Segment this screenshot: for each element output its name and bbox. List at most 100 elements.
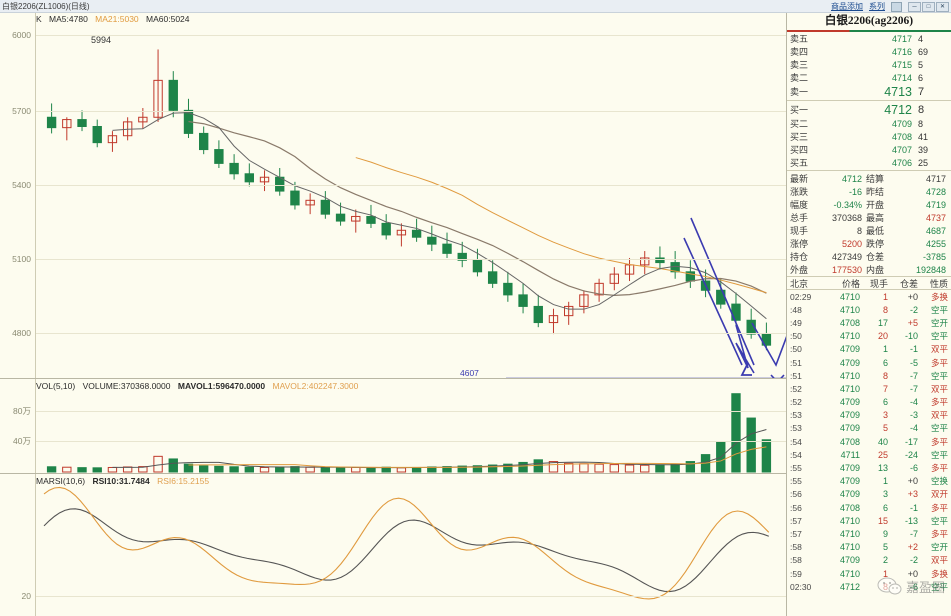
tick-oi-change: -4 <box>909 423 918 434</box>
tick-row[interactable]: :58 4709 2 -2 双平 <box>787 554 951 567</box>
price-tick: 6000 <box>12 30 31 40</box>
tick-row[interactable]: :55 4709 1 +0 空换 <box>787 475 951 488</box>
tick-row[interactable]: :59 4710 1 +0 多换 <box>787 567 951 580</box>
volume-bars <box>46 393 772 473</box>
tick-price: 4708 <box>839 502 860 513</box>
volume-tick: 80万 <box>13 406 31 416</box>
tick-qty: 3 <box>882 489 888 500</box>
tick-row[interactable]: :49 4708 17 +5 空开 <box>787 316 951 329</box>
tick-row[interactable]: :51 4709 6 -5 多平 <box>787 356 951 369</box>
tick-row[interactable]: :58 4710 5 +2 空开 <box>787 541 951 554</box>
ask-book[interactable]: 卖五 4717 4 卖四 4716 69 卖三 4715 5 卖二 4714 6 卖一 4713 7 <box>787 32 951 99</box>
bid-row[interactable]: 买四 4707 39 <box>787 143 951 156</box>
stat-label: 涨停 <box>790 239 809 249</box>
bid-book[interactable]: 买一 4712 8 买二 4709 8 买三 4708 41 买四 4707 39 买五 4706 25 <box>787 102 951 169</box>
tick-row[interactable]: :54 4711 25 -24 空平 <box>787 448 951 461</box>
tick-time: :55 <box>790 476 802 487</box>
tick-qty: 15 <box>877 515 888 526</box>
stat-row: 总手 370368 最高 4737 <box>787 211 951 224</box>
level-price: 4707 <box>891 144 912 155</box>
price-candles <box>46 49 786 378</box>
stat-row: 幅度 -0.34% 开盘 4719 <box>787 198 951 211</box>
tick-row[interactable]: 02:30 4712 8 -6 空平 <box>787 580 951 593</box>
tick-price: 4710 <box>839 383 860 394</box>
tick-kind: 双平 <box>930 383 948 394</box>
support-price-label: 4607 <box>460 368 479 378</box>
ask-row[interactable]: 卖二 4714 6 <box>787 71 951 84</box>
tick-oi-change: -6 <box>909 463 918 474</box>
tick-row[interactable]: 02:29 4710 1 +0 多换 <box>787 290 951 303</box>
tick-row[interactable]: :56 4709 3 +3 双开 <box>787 488 951 501</box>
tick-time: :59 <box>790 568 802 579</box>
tick-time: :49 <box>790 317 802 328</box>
ask-row[interactable]: 卖三 4715 5 <box>787 58 951 71</box>
titlebar-controls: 商品添加 系列 ─ □ ✕ <box>831 0 951 13</box>
legend-ma21: MA21:5030 <box>95 14 139 24</box>
stat-value: 427349 <box>831 251 862 262</box>
volume-pane[interactable]: VOL(5,10) VOLUME:370368.0000 MAVOL1:5964… <box>0 379 786 474</box>
link-series[interactable]: 系列 <box>869 2 885 11</box>
tick-row[interactable]: :53 4709 3 -3 双平 <box>787 409 951 422</box>
tick-time: 02:30 <box>790 581 812 592</box>
tick-row[interactable]: :50 4709 1 -1 双平 <box>787 343 951 356</box>
close-icon[interactable]: ✕ <box>936 1 949 12</box>
tick-oi-change: -24 <box>904 449 918 460</box>
tick-table[interactable]: 02:29 4710 1 +0 多换:48 4710 8 -2 空平:49 4708 17 +5 空开:… <box>787 290 951 593</box>
minimize-icon[interactable]: ─ <box>908 1 921 12</box>
rsi-pane[interactable]: MARSI(10,6) RSI10:31.7484 RSI6:15.2155 2… <box>0 474 786 616</box>
stat-label: 现手 <box>790 226 809 236</box>
level-label: 买四 <box>790 145 809 155</box>
tick-price: 4709 <box>839 423 860 434</box>
tick-oi-change: -17 <box>904 436 918 447</box>
ask-row[interactable]: 卖一 4713 7 <box>787 84 951 99</box>
legend-vol-name: VOL(5,10) <box>36 381 76 391</box>
maximize-icon[interactable]: □ <box>922 1 935 12</box>
bid-row[interactable]: 买一 4712 8 <box>787 102 951 117</box>
tick-kind: 双平 <box>930 344 948 355</box>
tick-row[interactable]: :57 4710 15 -13 空平 <box>787 514 951 527</box>
price-tick: 5400 <box>12 180 31 190</box>
tick-row[interactable]: :51 4710 8 -7 空平 <box>787 369 951 382</box>
tick-price: 4708 <box>839 317 860 328</box>
tick-oi-change: +0 <box>907 476 918 487</box>
stat-value: 370368 <box>831 212 862 223</box>
tick-time: :55 <box>790 463 802 474</box>
price-legend: K MA5:4780 MA21:5030 MA60:5024 <box>36 14 195 24</box>
tick-qty: 1 <box>882 344 888 355</box>
volume-legend: VOL(5,10) VOLUME:370368.0000 MAVOL1:5964… <box>36 381 363 391</box>
bid-row[interactable]: 买二 4709 8 <box>787 117 951 130</box>
ask-row[interactable]: 卖五 4717 4 <box>787 32 951 45</box>
tick-col-price: 价格 <box>841 278 860 289</box>
tick-price: 4710 <box>839 370 860 381</box>
tick-row[interactable]: :55 4709 13 -6 多平 <box>787 461 951 474</box>
tick-qty: 3 <box>882 410 888 421</box>
book-divider <box>787 100 951 101</box>
tick-row[interactable]: :48 4710 8 -2 空平 <box>787 303 951 316</box>
bid-row[interactable]: 买五 4706 25 <box>787 156 951 169</box>
ask-row[interactable]: 卖四 4716 69 <box>787 45 951 58</box>
tick-kind: 多平 <box>930 528 948 539</box>
volume-plot[interactable] <box>36 379 786 473</box>
tick-row[interactable]: :53 4709 5 -4 空平 <box>787 422 951 435</box>
stat-row: 最新 4712 结算 4717 <box>787 172 951 185</box>
tick-qty: 20 <box>877 331 888 342</box>
tick-price: 4710 <box>839 291 860 302</box>
tick-kind: 空平 <box>930 515 948 526</box>
bid-row[interactable]: 买三 4708 41 <box>787 130 951 143</box>
rsi-plot[interactable] <box>36 474 786 616</box>
price-plot[interactable]: 5994 4607 <box>36 13 786 378</box>
legend-ma5: MA5:4780 <box>49 14 88 24</box>
tick-row[interactable]: :52 4710 7 -7 双平 <box>787 382 951 395</box>
panel-toggle-icon[interactable] <box>891 1 902 12</box>
tick-row[interactable]: :50 4710 20 -10 空平 <box>787 330 951 343</box>
tick-row[interactable]: :54 4708 40 -17 多平 <box>787 435 951 448</box>
price-pane[interactable]: K MA5:4780 MA21:5030 MA60:5024 6000 5700… <box>0 13 786 379</box>
tick-row[interactable]: :56 4708 6 -1 多平 <box>787 501 951 514</box>
link-add-product[interactable]: 商品添加 <box>831 2 863 11</box>
tick-row[interactable]: :57 4710 9 -7 多平 <box>787 527 951 540</box>
tick-time: :50 <box>790 331 802 342</box>
tick-price: 4708 <box>839 436 860 447</box>
tick-row[interactable]: :52 4709 6 -4 多平 <box>787 396 951 409</box>
tick-time: :57 <box>790 528 802 539</box>
